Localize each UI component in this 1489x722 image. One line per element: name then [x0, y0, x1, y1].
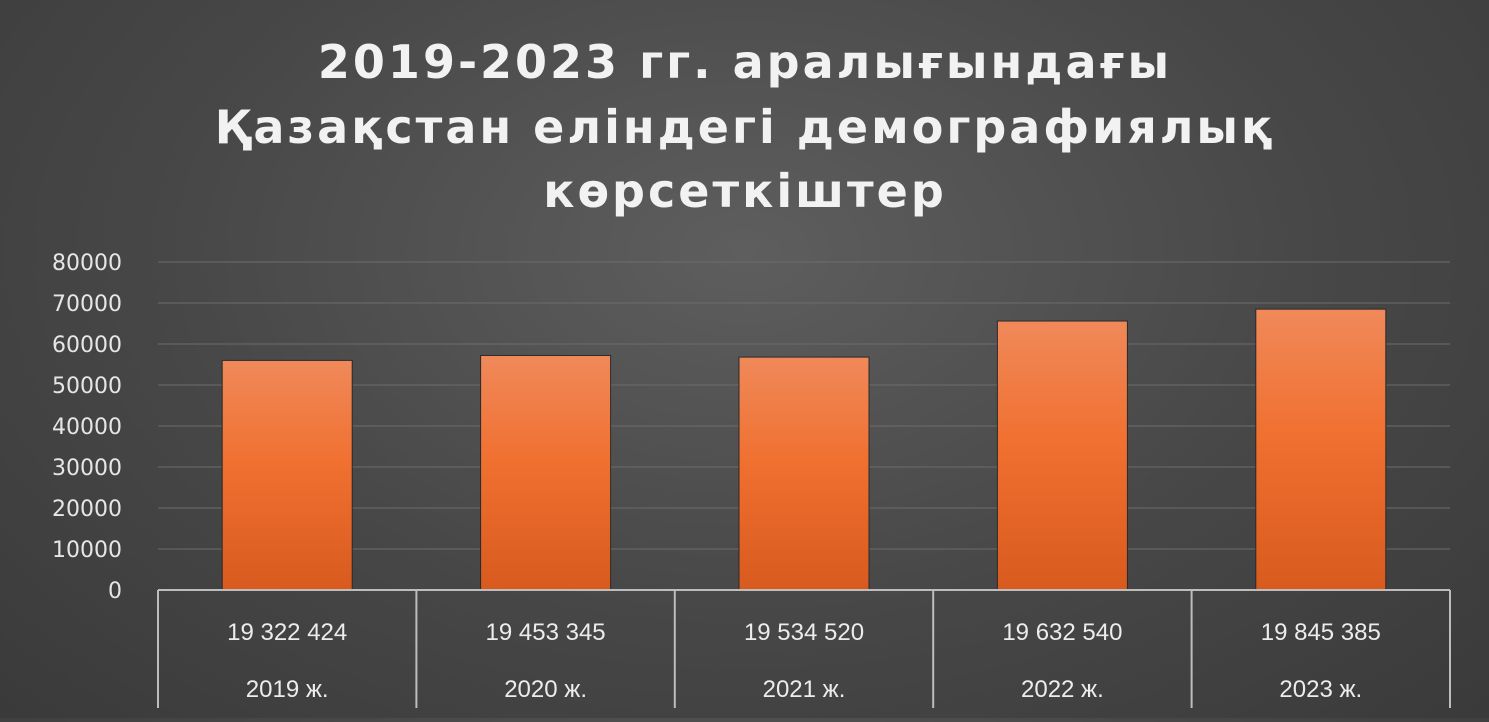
chart-title-line-1: 2019-2023 гг. аралығындағы — [318, 35, 1172, 89]
category-value-label: 19 534 520 — [744, 619, 864, 646]
category-value-label: 19 322 424 — [227, 619, 347, 646]
bar-layer — [221, 308, 1387, 591]
bar-2020-ж. — [480, 354, 612, 591]
category-year-label: 2023 ж. — [1279, 676, 1362, 703]
y-tick-label: 70000 — [52, 292, 122, 317]
chart-title-line-3: көрсеткіштер — [543, 164, 947, 218]
bar-2021-ж. — [738, 356, 870, 591]
category-year-label: 2020 ж. — [504, 676, 587, 703]
bar-2022-ж. — [996, 320, 1128, 591]
bar-2023-ж. — [1255, 308, 1387, 591]
y-tick-label: 30000 — [52, 456, 122, 481]
category-value-label: 19 845 385 — [1261, 619, 1381, 646]
y-tick-label: 40000 — [52, 415, 122, 440]
y-tick-label: 0 — [108, 579, 122, 604]
y-tick-label: 10000 — [52, 538, 122, 563]
category-table: 19 322 424 2019 ж. 19 453 345 2020 ж. 19 534… — [157, 589, 1451, 708]
category-year-label: 2022 ж. — [1021, 676, 1104, 703]
category-value-label: 19 453 345 — [486, 619, 606, 646]
y-tick-label: 50000 — [52, 374, 122, 399]
y-tick-label: 80000 — [52, 251, 122, 276]
y-axis-ticks: 0 10000 20000 30000 40000 50000 60000 70000 8000… — [52, 251, 122, 604]
y-tick-label: 20000 — [52, 497, 122, 522]
chart-title-line-2: Қазақстан еліндегі демографиялық — [215, 100, 1276, 154]
y-tick-label: 60000 — [52, 333, 122, 358]
category-year-label: 2021 ж. — [763, 676, 846, 703]
category-year-label: 2019 ж. — [246, 676, 329, 703]
category-value-label: 19 632 540 — [1002, 619, 1122, 646]
bar-2019-ж. — [221, 359, 353, 591]
